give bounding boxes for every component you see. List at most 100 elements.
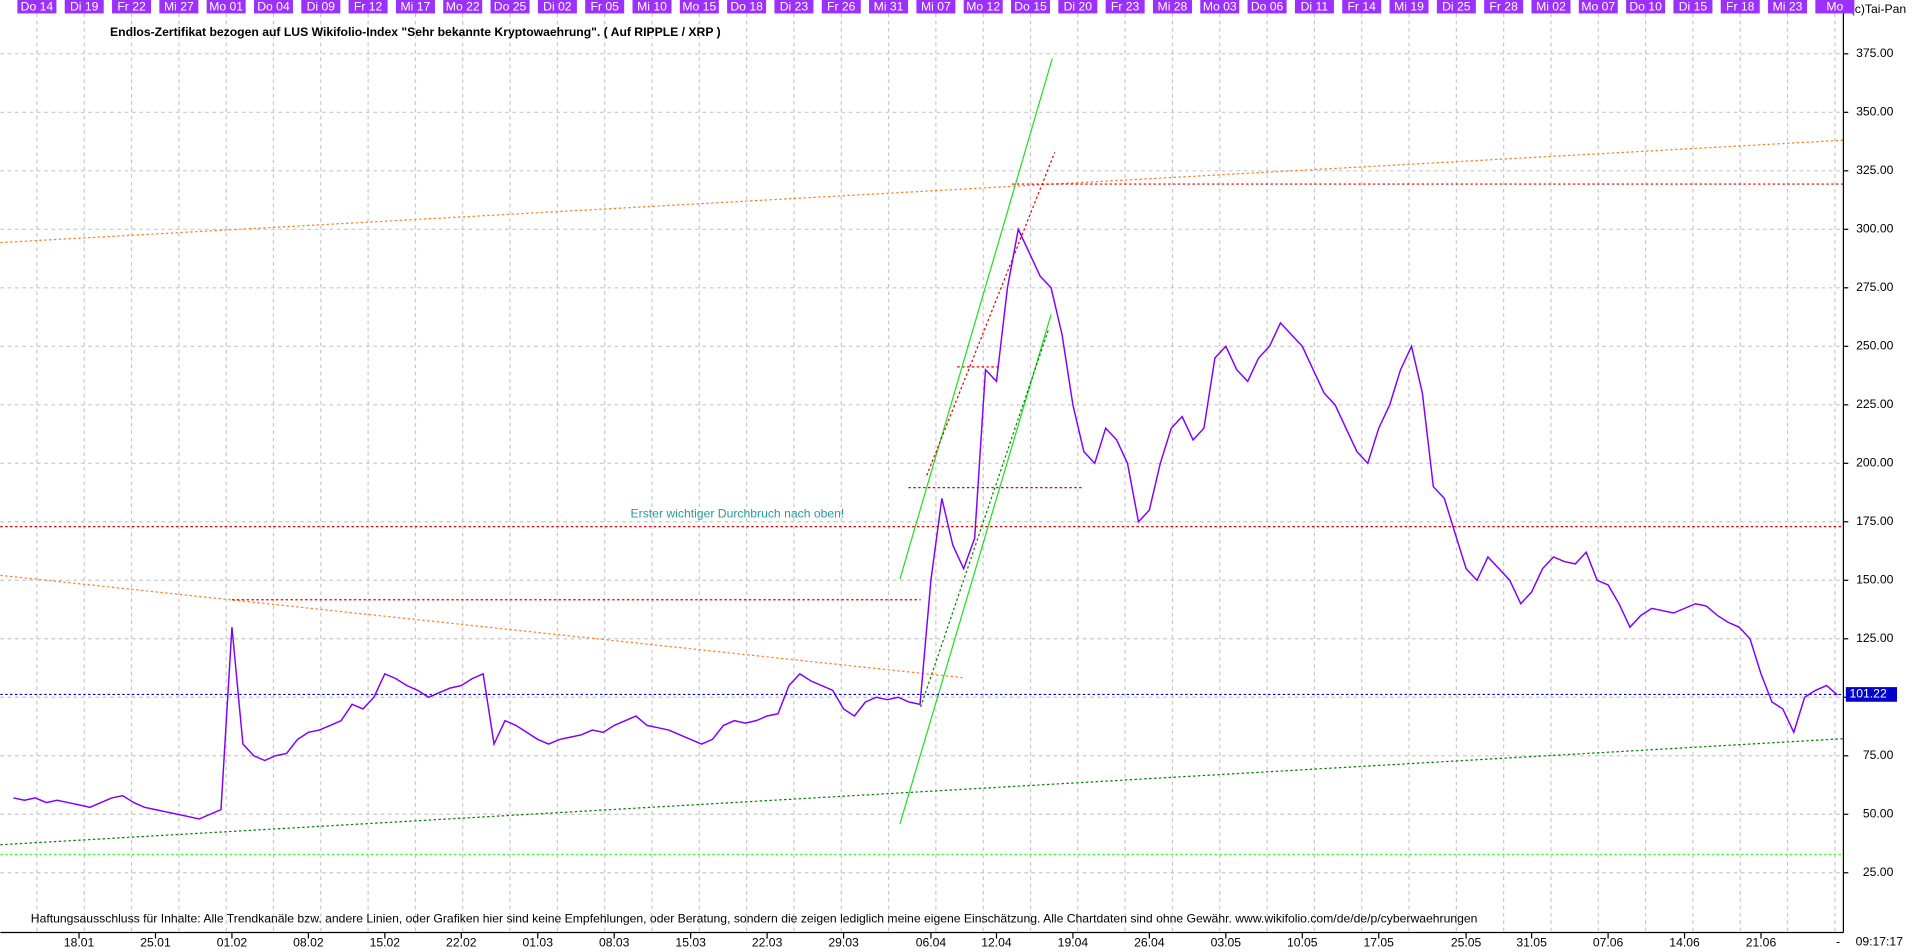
current-value-label: 101.22 bbox=[1849, 687, 1886, 701]
top-label-box bbox=[64, 0, 104, 14]
top-label-box bbox=[727, 0, 767, 14]
x-tick-label: 29.03 bbox=[828, 936, 859, 950]
top-label: Do 10 bbox=[1629, 0, 1662, 14]
x-tick-label: 17.05 bbox=[1363, 936, 1394, 950]
top-label: Fr 26 bbox=[827, 0, 856, 14]
x-tick-label: 25.01 bbox=[140, 936, 171, 950]
top-label: Mi 10 bbox=[637, 0, 667, 14]
top-label: Mo 15 bbox=[682, 0, 716, 14]
x-tick-label: 15.02 bbox=[370, 936, 401, 950]
x-tick-label: 25.05 bbox=[1451, 936, 1482, 950]
top-label: Do 06 bbox=[1251, 0, 1284, 14]
y-tick-label: 150.00 bbox=[1856, 573, 1893, 587]
corner-mark: - bbox=[1836, 934, 1840, 948]
top-label-box bbox=[206, 0, 246, 14]
y-tick-label: 50.00 bbox=[1863, 807, 1894, 821]
x-tick-label: 18.01 bbox=[64, 936, 95, 950]
top-label: Mi 31 bbox=[874, 0, 904, 14]
grid bbox=[0, 13, 1844, 933]
current-value-box bbox=[1845, 687, 1898, 702]
top-label: Do 25 bbox=[494, 0, 527, 14]
top-label-box bbox=[632, 0, 672, 14]
x-tick-label: 01.03 bbox=[523, 936, 554, 950]
y-tick-label: 275.00 bbox=[1856, 280, 1893, 294]
top-label: Fr 22 bbox=[117, 0, 146, 14]
top-label-box bbox=[112, 0, 152, 14]
time: 09:17:17 bbox=[1856, 934, 1904, 948]
top-label-box bbox=[916, 0, 956, 14]
trend-line bbox=[0, 738, 1844, 846]
y-tick-label: 325.00 bbox=[1856, 163, 1893, 177]
y-tick-label: 350.00 bbox=[1856, 105, 1893, 119]
top-label-box bbox=[490, 0, 530, 14]
x-tick-label: 08.03 bbox=[599, 936, 630, 950]
top-label: Di 25 bbox=[1442, 0, 1471, 14]
trend-line bbox=[0, 139, 1844, 244]
y-tick-label: 75.00 bbox=[1863, 748, 1894, 762]
x-tick-label: 14.06 bbox=[1669, 936, 1700, 950]
x-tick-label: 22.02 bbox=[446, 936, 477, 950]
y-tick-label: 225.00 bbox=[1856, 397, 1893, 411]
top-label-box bbox=[1200, 0, 1240, 14]
channel-line bbox=[899, 314, 1052, 825]
y-tick-label: 250.00 bbox=[1856, 339, 1893, 353]
top-label-box bbox=[1342, 0, 1382, 14]
top-label-box bbox=[679, 0, 719, 14]
top-label: Mo 03 bbox=[1203, 0, 1237, 14]
top-label-box bbox=[1389, 0, 1429, 14]
top-label-box bbox=[1673, 0, 1713, 14]
top-label: Mo 07 bbox=[1581, 0, 1615, 14]
top-label-box bbox=[1011, 0, 1051, 14]
top-label: Di 20 bbox=[1064, 0, 1093, 14]
top-label: Fr 28 bbox=[1489, 0, 1518, 14]
x-tick-label: 22.03 bbox=[752, 936, 783, 950]
channel-line bbox=[926, 152, 1056, 476]
y-tick-label: 300.00 bbox=[1856, 222, 1893, 236]
x-tick-label: 07.06 bbox=[1593, 936, 1624, 950]
top-label: Mo bbox=[1826, 0, 1843, 14]
top-label: Do 04 bbox=[257, 0, 290, 14]
top-label-box bbox=[774, 0, 814, 14]
annotation: Erster wichtiger Durchbruch nach oben! bbox=[631, 507, 845, 521]
trend-lines bbox=[0, 58, 1844, 856]
top-label-box bbox=[537, 0, 577, 14]
x-tick-label: 06.04 bbox=[916, 936, 947, 950]
top-label-box bbox=[1247, 0, 1287, 14]
top-label-box bbox=[1815, 0, 1855, 14]
top-label: Fr 23 bbox=[1111, 0, 1140, 14]
x-tick-label: 03.05 bbox=[1211, 936, 1242, 950]
top-label-box bbox=[1058, 0, 1098, 14]
top-label-box bbox=[821, 0, 861, 14]
top-label: Mi 02 bbox=[1536, 0, 1566, 14]
channel-line bbox=[920, 328, 1050, 708]
top-label-box bbox=[1436, 0, 1476, 14]
trend-line bbox=[0, 574, 964, 679]
top-label-box bbox=[253, 0, 293, 14]
y-tick-label: 125.00 bbox=[1856, 631, 1893, 645]
top-label: Mo 12 bbox=[966, 0, 1000, 14]
top-label: Fr 18 bbox=[1726, 0, 1755, 14]
top-label-box bbox=[869, 0, 909, 14]
top-label: Fr 12 bbox=[354, 0, 383, 14]
x-tick-label: 19.04 bbox=[1058, 936, 1089, 950]
top-label-box bbox=[1152, 0, 1192, 14]
top-label-box bbox=[1768, 0, 1808, 14]
x-tick-label: 31.05 bbox=[1516, 936, 1547, 950]
top-label-box bbox=[159, 0, 199, 14]
top-label: Di 15 bbox=[1679, 0, 1708, 14]
top-label: Fr 14 bbox=[1348, 0, 1377, 14]
top-label-box bbox=[301, 0, 341, 14]
top-label: Mi 23 bbox=[1773, 0, 1803, 14]
copyright: (c)Tai-Pan bbox=[1851, 2, 1906, 16]
top-label: Do 14 bbox=[21, 0, 54, 14]
top-label-box bbox=[1484, 0, 1524, 14]
top-label-box bbox=[17, 0, 57, 14]
top-label: Mi 28 bbox=[1158, 0, 1188, 14]
top-label-box bbox=[395, 0, 435, 14]
top-label: Fr 05 bbox=[590, 0, 619, 14]
top-label: Mi 19 bbox=[1394, 0, 1424, 14]
top-label: Do 15 bbox=[1014, 0, 1047, 14]
x-tick-label: 08.02 bbox=[293, 936, 324, 950]
y-tick-label: 175.00 bbox=[1856, 514, 1893, 528]
